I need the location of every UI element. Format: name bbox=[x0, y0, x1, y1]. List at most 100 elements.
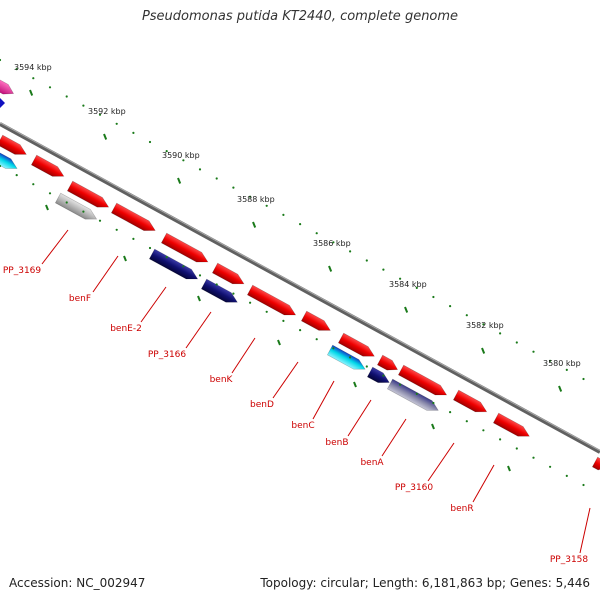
gene-arrow-shape bbox=[591, 456, 600, 471]
tick-dot bbox=[215, 177, 218, 180]
tick-dot bbox=[282, 319, 285, 322]
genome-backbone bbox=[0, 122, 600, 454]
gene-track bbox=[0, 78, 600, 471]
gene-arrow-shape bbox=[0, 78, 15, 95]
tick-dot bbox=[482, 323, 485, 326]
tick-dot bbox=[365, 259, 368, 262]
leader-line bbox=[381, 418, 407, 457]
tick-dot bbox=[299, 329, 302, 332]
tick-dot bbox=[98, 219, 102, 222]
gene-arrow bbox=[54, 192, 98, 220]
tick-dot bbox=[565, 474, 568, 477]
major-tick bbox=[328, 265, 333, 272]
tick-dot bbox=[382, 268, 385, 271]
gene-label: benK bbox=[210, 375, 234, 385]
gene-arrow bbox=[0, 151, 18, 169]
tick-dot bbox=[249, 301, 252, 304]
tick-dot bbox=[332, 347, 335, 350]
tick-dot bbox=[232, 186, 235, 189]
gene-arrow-shape bbox=[66, 180, 110, 208]
tick-dot bbox=[165, 150, 168, 153]
gene-arrow-shape bbox=[200, 278, 238, 303]
tick-label: 3582 kbp bbox=[466, 321, 504, 330]
tick-dot bbox=[399, 277, 402, 280]
gene-label: benF bbox=[69, 294, 91, 304]
leader-line bbox=[272, 361, 299, 399]
tick-dot bbox=[232, 292, 235, 295]
tick-dot bbox=[0, 164, 2, 168]
gene-arrow bbox=[326, 344, 366, 370]
tick-dot bbox=[299, 223, 302, 226]
gene-arrow bbox=[246, 284, 297, 316]
tick-dot bbox=[0, 58, 2, 62]
topology-text: Topology: circular; Length: 6,181,863 bp… bbox=[260, 576, 590, 590]
major-tick bbox=[177, 177, 182, 184]
tick-label: 3594 kbp bbox=[14, 63, 52, 72]
tick-dot bbox=[182, 265, 185, 268]
tick-dot bbox=[148, 246, 152, 250]
tick-dot bbox=[515, 447, 518, 450]
tick-dot bbox=[265, 310, 268, 313]
tick-dot bbox=[48, 86, 52, 89]
tick-dot bbox=[349, 356, 352, 359]
tick-dot bbox=[198, 168, 202, 171]
gene-arrow bbox=[0, 98, 5, 108]
gene-arrow-shape bbox=[492, 412, 530, 437]
major-tick bbox=[29, 89, 34, 96]
gene-label: PP_3169 bbox=[3, 266, 42, 276]
tick-dot bbox=[82, 210, 85, 213]
major-tick bbox=[252, 221, 257, 228]
tick-dot bbox=[165, 256, 168, 259]
gene-arrow bbox=[591, 456, 600, 471]
tick-dot bbox=[32, 77, 35, 80]
tick-dot bbox=[465, 314, 468, 317]
leader-line bbox=[140, 286, 167, 323]
gene-arrow bbox=[160, 232, 209, 263]
gene-arrow bbox=[211, 262, 245, 285]
gene-arrow bbox=[200, 278, 238, 303]
gene-arrow-shape bbox=[452, 389, 488, 413]
tick-label: 3586 kbp bbox=[313, 239, 351, 248]
tick-dot bbox=[15, 174, 18, 177]
tick-dot bbox=[249, 195, 252, 198]
gene-label: benB bbox=[325, 438, 348, 448]
map-title: Pseudomonas putida KT2440, complete geno… bbox=[141, 9, 459, 24]
gene-arrow-shape bbox=[386, 378, 439, 411]
tick-dot bbox=[399, 383, 402, 386]
leader-line bbox=[41, 229, 69, 265]
gene-arrow bbox=[366, 366, 390, 383]
gene-arrow bbox=[492, 412, 530, 437]
major-tick bbox=[123, 255, 127, 262]
gene-arrow bbox=[386, 378, 439, 411]
tick-dot bbox=[215, 283, 218, 286]
gene-label: PP_3158 bbox=[550, 555, 589, 565]
gene-label: PP_3160 bbox=[395, 483, 434, 493]
gene-arrow-shape bbox=[300, 310, 331, 331]
leader-line bbox=[579, 507, 591, 554]
tick-dot bbox=[65, 95, 68, 98]
tick-dot bbox=[48, 192, 52, 195]
tick-dot bbox=[549, 359, 552, 362]
tick-label: 3590 kbp bbox=[162, 151, 200, 160]
major-tick bbox=[353, 381, 357, 388]
tick-label: 3588 kbp bbox=[237, 195, 275, 204]
tick-dot bbox=[198, 274, 202, 277]
leader-line bbox=[92, 255, 119, 293]
tick-dot bbox=[132, 237, 135, 240]
gene-label: benE-2 bbox=[110, 324, 142, 334]
tick-dot bbox=[115, 228, 118, 231]
tick-dot bbox=[32, 183, 35, 186]
gene-arrow bbox=[376, 354, 399, 371]
gene-arrow-shape bbox=[337, 332, 375, 357]
tick-dot bbox=[65, 201, 68, 204]
tick-dot bbox=[582, 377, 585, 381]
tick-dot bbox=[565, 368, 568, 371]
tick-dot bbox=[315, 338, 318, 341]
leader-line bbox=[231, 337, 256, 374]
gene-arrow bbox=[337, 332, 375, 357]
tick-dot bbox=[499, 332, 502, 335]
gene-label: benD bbox=[250, 400, 274, 410]
gene-arrow-shape bbox=[148, 248, 199, 280]
gene-arrow bbox=[452, 389, 488, 413]
leader-line bbox=[312, 380, 335, 420]
